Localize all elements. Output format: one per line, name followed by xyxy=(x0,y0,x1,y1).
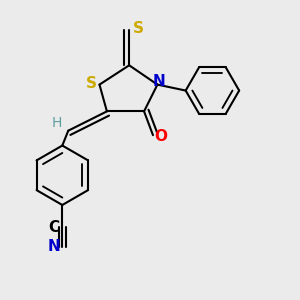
Text: H: H xyxy=(51,116,62,130)
Text: S: S xyxy=(85,76,97,91)
Text: O: O xyxy=(154,129,167,144)
Text: N: N xyxy=(152,74,165,89)
Text: C: C xyxy=(48,220,60,235)
Text: N: N xyxy=(48,239,60,254)
Text: S: S xyxy=(133,21,144,36)
